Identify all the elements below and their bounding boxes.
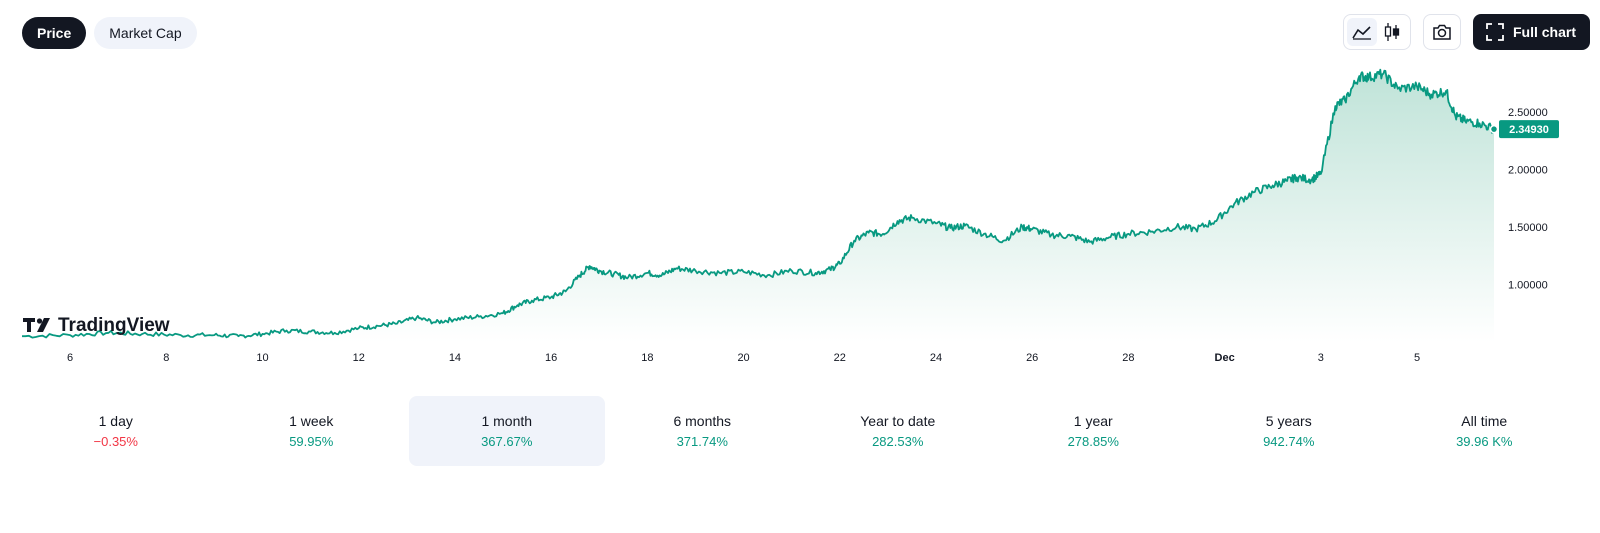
- x-tick-label: 8: [163, 352, 169, 364]
- period-all-time[interactable]: All time 39.96 K%: [1387, 396, 1583, 466]
- period-change: 371.74%: [676, 434, 728, 449]
- x-tick-label: 26: [1026, 352, 1038, 364]
- period-6-months[interactable]: 6 months 371.74%: [605, 396, 801, 466]
- performance-periods: 1 day −0.35% 1 week 59.95% 1 month 367.6…: [18, 396, 1582, 466]
- x-tick-label: 5: [1414, 352, 1420, 364]
- x-tick-label: 16: [545, 352, 557, 364]
- period-1-day[interactable]: 1 day −0.35%: [18, 396, 214, 466]
- y-tick-label: 1.00000: [1508, 279, 1548, 291]
- line-chart-icon: [1352, 26, 1371, 40]
- last-price-label-bg: [1499, 120, 1559, 139]
- chart-toolbar: Full chart: [1342, 14, 1590, 50]
- x-tick-label: 20: [737, 352, 749, 364]
- period-year-to-date[interactable]: Year to date 282.53%: [800, 396, 996, 466]
- tradingview-logo: TradingView: [23, 315, 170, 336]
- period-change: −0.35%: [93, 434, 138, 449]
- x-tick-label: 3: [1318, 352, 1324, 364]
- period-label: All time: [1461, 413, 1508, 429]
- y-tick-label: 1.50000: [1508, 222, 1548, 234]
- period-5-years[interactable]: 5 years 942.74%: [1191, 396, 1387, 466]
- period-change: 282.53%: [872, 434, 924, 449]
- full-chart-label: Full chart: [1512, 24, 1576, 40]
- x-tick-label: 10: [256, 352, 268, 364]
- line-style-button[interactable]: [1346, 18, 1377, 46]
- price-area-fill: [22, 69, 1494, 342]
- period-label: 1 month: [481, 413, 533, 429]
- x-tick-label: Dec: [1215, 352, 1235, 364]
- tradingview-logo-icon: [23, 318, 50, 332]
- period-label: Year to date: [860, 413, 936, 429]
- y-tick-label: 2.50000: [1508, 107, 1548, 119]
- period-1-week[interactable]: 1 week 59.95%: [214, 396, 410, 466]
- price-line: [22, 68, 1495, 339]
- period-change: 278.85%: [1067, 434, 1119, 449]
- camera-icon: [1433, 24, 1451, 40]
- x-tick-label: 14: [449, 352, 461, 364]
- period-label: 5 years: [1265, 413, 1312, 429]
- period-label: 1 day: [98, 413, 133, 429]
- x-tick-label: 28: [1122, 352, 1134, 364]
- x-tick-label: 12: [353, 352, 365, 364]
- period-change: 942.74%: [1263, 434, 1315, 449]
- x-tick-label: 18: [641, 352, 653, 364]
- last-price-badge: 2.34930: [1489, 120, 1559, 139]
- period-change: 59.95%: [289, 434, 334, 449]
- period-label: 1 week: [289, 413, 334, 429]
- price-chart[interactable]: 1.00000 1.50000 2.00000 2.50000 6 8 10 12 14 16 1…: [0, 0, 1600, 380]
- period-change: 367.67%: [481, 434, 533, 449]
- full-chart-button[interactable]: Full chart: [1472, 14, 1590, 50]
- candle-style-button[interactable]: [1377, 18, 1407, 46]
- fullscreen-icon: [1486, 23, 1504, 41]
- period-change: 39.96 K%: [1456, 434, 1513, 449]
- tab-price[interactable]: Price: [22, 17, 87, 49]
- period-1-year[interactable]: 1 year 278.85%: [996, 396, 1192, 466]
- period-label: 1 year: [1073, 413, 1113, 429]
- tradingview-logo-text: TradingView: [58, 315, 170, 336]
- last-price-label: 2.34930: [1509, 124, 1549, 136]
- x-tick-label: 6: [67, 352, 73, 364]
- x-tick-label: 22: [834, 352, 846, 364]
- y-axis: 1.00000 1.50000 2.00000 2.50000: [1508, 107, 1548, 292]
- period-1-month[interactable]: 1 month 367.67%: [409, 396, 605, 466]
- last-price-dot: [1489, 124, 1499, 134]
- x-tick-label: 24: [930, 352, 942, 364]
- period-label: 6 months: [673, 413, 732, 429]
- chart-style-toggle: [1342, 14, 1411, 50]
- candlestick-icon: [1384, 23, 1400, 41]
- y-tick-label: 2.00000: [1508, 164, 1548, 176]
- tab-market-cap[interactable]: Market Cap: [94, 17, 197, 49]
- snapshot-button[interactable]: [1422, 14, 1461, 50]
- x-axis: 6 8 10 12 14 16 18 20 22 24 26 28 Dec 3 5: [67, 352, 1420, 364]
- chart-type-tabs: Price Market Cap: [22, 17, 197, 49]
